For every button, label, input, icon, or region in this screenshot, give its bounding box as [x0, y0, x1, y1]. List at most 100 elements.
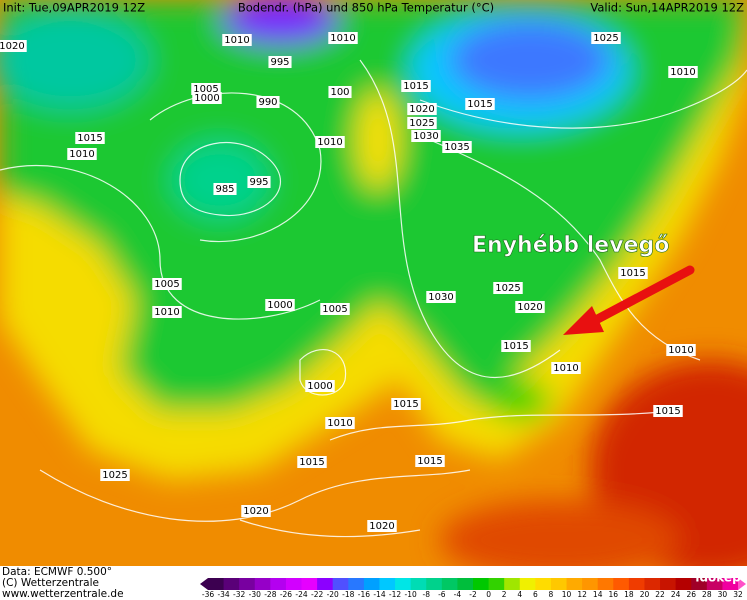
isobar-label: 1000: [267, 300, 292, 311]
isobar-label-bg: [328, 86, 352, 98]
isobar-label: 1005: [154, 279, 179, 290]
legend-swatch: [208, 578, 225, 590]
legend-swatch: [691, 578, 708, 590]
legend-swatch: [519, 578, 536, 590]
legend-swatch: [285, 578, 303, 590]
legend-tick-label: -34: [217, 590, 229, 599]
isobar-label: 1015: [299, 457, 324, 468]
legend-tick-label: -16: [358, 590, 370, 599]
legend-swatch: [426, 578, 443, 590]
isobar-label-bg: [442, 141, 472, 153]
legend-tick-label: 8: [549, 590, 554, 599]
isobar-label: 1010: [154, 307, 179, 318]
isobar-label: 1010: [317, 137, 342, 148]
isobar-label: 1015: [393, 399, 418, 410]
legend-tick-label: 4: [517, 590, 522, 599]
legend-swatch: [613, 578, 630, 590]
isobar-label: 1020: [243, 506, 268, 517]
footer: Data: ECMWF 0.500° (C) Wetterzentrale ww…: [2, 566, 124, 600]
isobar-label-bg: [297, 456, 327, 468]
legend-tick-label: -8: [422, 590, 430, 599]
legend-swatch: [675, 578, 692, 590]
legend-tick-label: 12: [577, 590, 587, 599]
isobar-label: 1010: [69, 149, 94, 160]
isobar-label-bg: [213, 183, 237, 195]
isobar-label-bg: [407, 103, 437, 115]
isobar-label: 1005: [193, 84, 218, 95]
isobar-label-bg: [668, 66, 698, 78]
isobar-label: 995: [249, 177, 268, 188]
isobar-label: 1005: [322, 304, 347, 315]
isobar-label-bg: [493, 282, 523, 294]
isobar-label-bg: [265, 299, 295, 311]
legend-swatch: [535, 578, 552, 590]
isobar-label: 1000: [194, 93, 219, 104]
legend-swatch: [254, 578, 271, 590]
isobar-label: 1025: [593, 33, 618, 44]
legend-swatch: [706, 578, 723, 590]
legend-tick-label: 2: [502, 590, 507, 599]
legend-swatch: [270, 578, 287, 590]
isobar-label-bg: [653, 405, 683, 417]
isobar-label-bg: [401, 80, 431, 92]
legend-tick-label: 26: [686, 590, 696, 599]
isobar-label-bg: [618, 267, 648, 279]
isobar-label-bg: [407, 117, 437, 129]
isobar-label: 1020: [0, 41, 25, 52]
isobar-label: 1030: [413, 131, 438, 142]
legend-swatch: [395, 578, 412, 590]
legend-tick-label: -10: [405, 590, 417, 599]
legend-swatch: [379, 578, 396, 590]
isobar-label: 100: [330, 87, 349, 98]
isobar-label: 1010: [668, 345, 693, 356]
isobar-label-bg: [515, 301, 545, 313]
isobar-label: 1015: [403, 81, 428, 92]
legend-swatch: [348, 578, 365, 590]
isobar-label: 1010: [327, 418, 352, 429]
legend-tick-label: 18: [624, 590, 634, 599]
isobar-label: 995: [270, 57, 289, 68]
isobar-label-bg: [367, 520, 397, 532]
legend-tick-label: 32: [733, 590, 743, 599]
legend-tick-label: -14: [373, 590, 385, 599]
isobar-label-bg: [247, 176, 271, 188]
isobar-label: 1000: [307, 381, 332, 392]
legend-swatch: [597, 578, 614, 590]
legend-tick-label: 14: [593, 590, 603, 599]
isobar-label-bg: [192, 92, 222, 104]
legend-swatch: [332, 578, 349, 590]
isobar-label-bg: [465, 98, 495, 110]
isobar-label: 1015: [77, 133, 102, 144]
legend-swatch: [473, 578, 490, 590]
legend-swatch: [504, 578, 521, 590]
isobar-label-bg: [100, 469, 130, 481]
isobar-label-bg: [305, 380, 335, 392]
legend-swatch: [660, 578, 677, 590]
isobar-label: 1030: [428, 292, 453, 303]
isobar-label-bg: [0, 40, 27, 52]
isobar-label: 985: [215, 184, 234, 195]
legend-tick-label: 20: [640, 590, 650, 599]
legend-tick-label: -20: [327, 590, 339, 599]
legend-tick-label: 22: [655, 590, 665, 599]
legend-swatch: [363, 578, 380, 590]
valid-time: Valid: Sun,14APR2019 12Z: [590, 1, 744, 15]
isobar-label-bg: [241, 505, 271, 517]
annotation: Enyhébb levegő: [472, 233, 695, 335]
isobar-label: 1025: [495, 283, 520, 294]
isobar-label-bg: [325, 417, 355, 429]
isobars: [0, 59, 747, 538]
arrow-shaft: [587, 265, 695, 327]
legend-tick-label: 16: [609, 590, 619, 599]
legend-swatch: [301, 578, 318, 590]
legend-swatch: [410, 578, 427, 590]
legend-swatch: [457, 578, 474, 590]
isobar-label-bg: [391, 398, 421, 410]
map-title: Bodendr. (hPa) und 850 hPa Temperatur (°…: [238, 1, 494, 15]
legend-tick-label: -2: [469, 590, 477, 599]
isobar-label-bg: [75, 132, 105, 144]
isobar-label: 990: [258, 97, 277, 108]
